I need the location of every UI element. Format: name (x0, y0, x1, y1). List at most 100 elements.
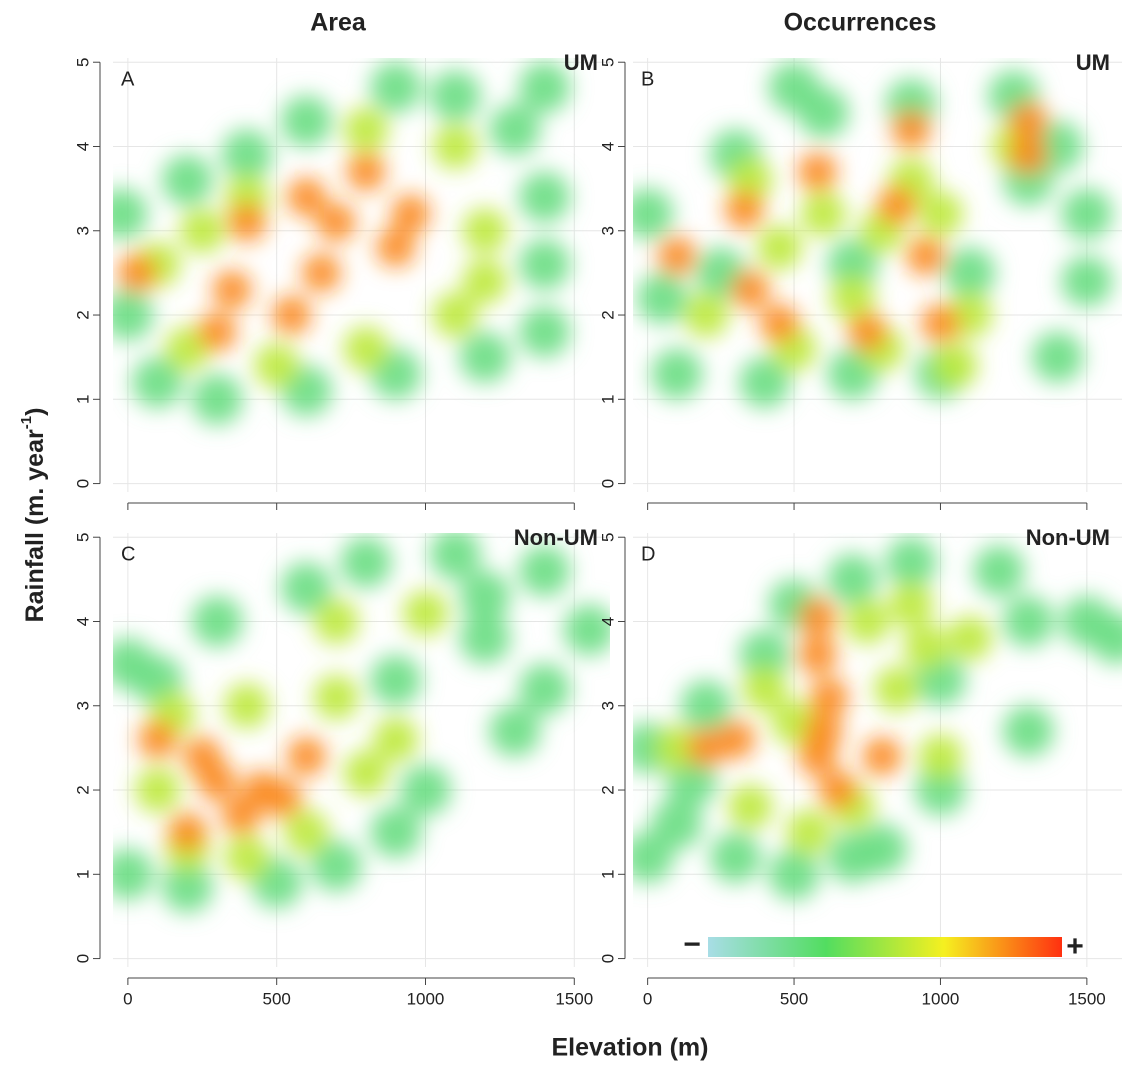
y-tick-label: 5 (73, 532, 92, 541)
density-spot (519, 545, 571, 597)
y-tick-label: 1 (73, 870, 92, 879)
y-tick-label: 3 (73, 701, 92, 710)
density-spot (759, 303, 799, 343)
density-spot (161, 154, 213, 206)
density-spot (686, 728, 726, 768)
y-tick-label: 5 (598, 532, 617, 541)
density-spot (310, 840, 362, 892)
y-label-superscript: -1 (18, 416, 35, 429)
density-spot (459, 612, 511, 664)
y-tick-label: 5 (598, 57, 617, 66)
density-spot (313, 598, 359, 644)
density-spot (221, 129, 273, 181)
y-tick-label: 1 (598, 395, 617, 404)
density-blobs (633, 61, 1113, 408)
density-spot (856, 823, 908, 875)
density-spot (1061, 255, 1113, 307)
x-tick-label: 0 (643, 989, 652, 1008)
x-tick-label: 0 (123, 989, 132, 1008)
density-spot (132, 356, 184, 408)
density-spot (1008, 135, 1048, 175)
density-spot (519, 663, 571, 715)
density-spot (797, 635, 837, 675)
y-tick-label: 0 (73, 479, 92, 488)
y-axis-label: Rainfall (m. year-1) (18, 408, 49, 623)
colorbar-high-label: + (1066, 930, 1084, 963)
density-spot (1002, 705, 1054, 757)
y-tick-label: 3 (598, 701, 617, 710)
density-spot (191, 595, 243, 647)
density-spot (715, 719, 755, 759)
density-blobs (633, 536, 1122, 900)
density-spot (768, 61, 820, 113)
x-tick-label: 1500 (1068, 989, 1106, 1008)
density-spot (844, 598, 890, 644)
y-tick-label: 2 (73, 310, 92, 319)
density-spot (920, 303, 960, 343)
density-spot (680, 680, 732, 732)
x-tick-label: 500 (262, 989, 290, 1008)
density-spot (914, 764, 966, 816)
density-spot (519, 238, 571, 290)
density-spot (727, 784, 773, 830)
density-spot (340, 536, 392, 588)
density-spot (280, 95, 332, 147)
density-spot (432, 123, 478, 169)
y-tick-label: 3 (598, 226, 617, 235)
density-spot (429, 70, 481, 122)
density-spot (402, 590, 448, 636)
y-tick-label: 2 (598, 310, 617, 319)
density-blobs (113, 533, 610, 913)
density-spot (212, 270, 252, 310)
density-spot (489, 104, 541, 156)
density-spot (885, 536, 937, 588)
density-spot (786, 809, 832, 855)
density-spot (800, 191, 846, 237)
density-spot (343, 107, 389, 153)
density-spot (651, 348, 703, 400)
y-tick-label: 0 (598, 954, 617, 963)
density-spot (135, 767, 181, 813)
density-spot (730, 270, 770, 310)
density-spot (519, 171, 571, 223)
density-spot (739, 629, 791, 681)
density-spot (709, 831, 761, 883)
density-layer (113, 61, 571, 425)
panel-label: D (641, 543, 655, 565)
column-title: Occurrences (784, 9, 937, 37)
density-spot (370, 806, 422, 858)
density-spot (489, 705, 541, 757)
density-spot (286, 177, 326, 217)
density-spot (263, 778, 303, 818)
density-spot (272, 295, 312, 335)
density-spot (1061, 188, 1113, 240)
panel-label: C (121, 543, 135, 565)
density-spot (313, 674, 359, 720)
density-spot (917, 733, 963, 779)
panel-tag: Non-UM (514, 525, 598, 550)
y-tick-label: 5 (73, 57, 92, 66)
x-tick-label: 500 (780, 989, 808, 1008)
panel-label: B (641, 68, 654, 90)
density-spot (724, 190, 764, 230)
density-spot (113, 289, 154, 341)
density-spot (903, 624, 949, 670)
density-spot (197, 762, 237, 802)
density-spot (891, 110, 931, 150)
density-spot (117, 253, 157, 293)
density-spot (657, 236, 697, 276)
density-spot (830, 275, 876, 321)
density-spot (917, 191, 963, 237)
density-spot (797, 597, 837, 637)
y-tick-label: 4 (73, 617, 92, 626)
density-spot (847, 312, 887, 352)
density-spot (167, 812, 207, 852)
density-layer (113, 533, 610, 913)
density-spot (224, 834, 270, 880)
density-spot (432, 292, 478, 338)
density-spot (373, 716, 419, 762)
y-tick-label: 4 (73, 142, 92, 151)
density-spot (768, 848, 820, 900)
y-label-suffix: ) (21, 408, 49, 416)
